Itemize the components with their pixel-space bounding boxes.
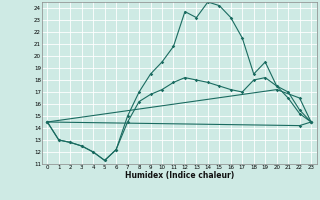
X-axis label: Humidex (Indice chaleur): Humidex (Indice chaleur) xyxy=(124,171,234,180)
